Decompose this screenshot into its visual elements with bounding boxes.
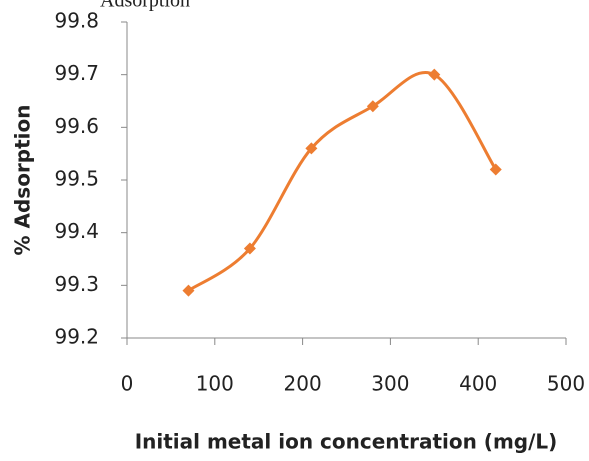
y-tick-label: 99.8 [54,9,99,33]
marker [366,100,379,113]
y-tick-label: 99.6 [54,114,99,138]
y-tick-label: 99.4 [54,219,99,243]
marker [182,284,195,297]
x-tick-label: 100 [196,372,234,396]
line [187,71,498,292]
chart-title: Adsorption [100,0,190,12]
marker [428,68,441,81]
marker [489,163,502,176]
marker [243,242,256,255]
marker [305,142,318,155]
y-tick-label: 99.7 [54,61,99,85]
x-tick-label: 0 [121,372,134,396]
x-axis-title: Initial metal ion concentration (mg/L) [135,430,558,454]
x-tick-label: 500 [547,372,585,396]
x-tick-label: 300 [371,372,409,396]
x-tick-label: 400 [459,372,497,396]
x-tick-label: 200 [284,372,322,396]
y-tick-label: 99.2 [54,325,99,349]
y-tick-label: 99.3 [54,272,99,296]
y-tick-label: 99.5 [54,167,99,191]
y-axis-title: % Adsorption [11,104,35,255]
